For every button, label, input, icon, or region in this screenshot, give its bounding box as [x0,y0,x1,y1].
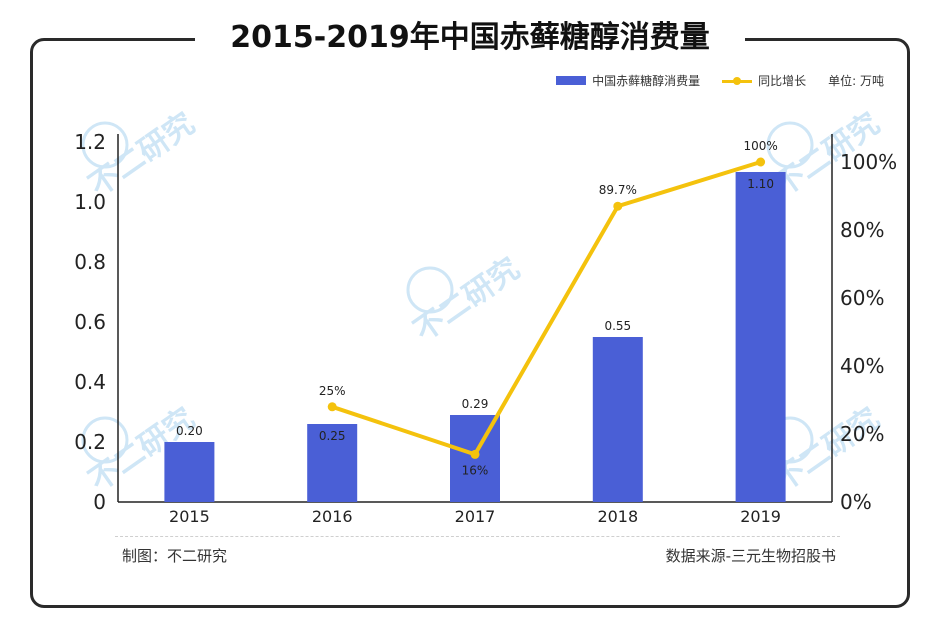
growth-value-label: 25% [319,384,346,398]
watermark-logo-icon [766,121,814,169]
legend-line-label: 同比增长 [758,74,807,88]
footer-divider [115,536,840,537]
watermark-text: 不二研究 [408,251,526,348]
bar-value-label: 0.20 [176,424,203,438]
growth-point [327,402,337,412]
growth-line [327,157,766,459]
y-tick-label-right: 60% [840,286,884,310]
footer-source: 数据来源-三元生物招股书 [665,547,836,565]
x-tick-label: 2016 [312,507,353,526]
growth-value-label: 89.7% [599,183,637,197]
growth-value-label: 100% [743,139,777,153]
x-tick-label: 2019 [740,507,781,526]
y-tick-label-left: 0.4 [74,370,106,394]
bars [164,172,786,502]
bar [735,172,786,502]
y-tick-label-right: 20% [840,422,884,446]
y-tick-label-left: 0.8 [74,250,106,274]
title-wrap: 2015-2019年中国赤藓糖醇消费量 [195,14,745,62]
bar-value-label: 0.25 [319,429,346,443]
legend-line-swatch [722,76,753,86]
y-tick-label-right: 40% [840,354,884,378]
y-tick-label-left: 0.2 [74,430,106,454]
footer-credit: 制图：不二研究 [122,547,228,565]
data-labels: 0.20 0.25 0.29 0.55 1.10 25% 16% 89.7% 100% [176,139,778,477]
legend-item-line: 同比增长 [722,72,806,89]
bar-value-label: 1.10 [747,177,774,191]
y-tick-label-right: 100% [840,150,897,174]
legend-item-bar: 中国赤藓糖醇消费量 [556,72,700,89]
growth-point [470,449,480,459]
y-tick-label-left: 0.6 [74,310,106,334]
x-tick-label: 2015 [169,507,210,526]
y-tick-label-left: 1.2 [74,130,106,154]
watermark-logo-icon [81,121,129,169]
y-tick-label-right: 80% [840,218,884,242]
watermark-logo-icon [406,266,454,314]
growth-line-path [331,160,762,457]
legend-unit: 单位: 万吨 [828,74,884,88]
bar [164,442,215,502]
x-tick-label: 2017 [455,507,496,526]
x-tick-label: 2018 [597,507,638,526]
bar-value-label: 0.55 [604,319,631,333]
bar-value-label: 0.29 [462,397,489,411]
y-tick-label-left: 1.0 [74,190,106,214]
chart-title: 2015-2019年中国赤藓糖醇消费量 [230,20,710,55]
watermark-logo-icon [81,416,129,464]
bar [307,424,358,502]
legend-bar-swatch [556,76,587,85]
legend: 中国赤藓糖醇消费量 同比增长 单位: 万吨 [556,72,884,89]
bar [592,337,643,502]
legend-bar-label: 中国赤藓糖醇消费量 [592,74,701,88]
growth-point [613,201,623,211]
axes: 0 0.2 0.4 0.6 0.8 1.0 1.2 0% 20% 40% 60% 80% 100% 201… [74,130,897,526]
growth-point [756,157,766,167]
growth-value-label: 16% [462,463,489,477]
y-tick-label-right: 0% [840,490,872,514]
y-tick-label-left: 0 [93,490,106,514]
